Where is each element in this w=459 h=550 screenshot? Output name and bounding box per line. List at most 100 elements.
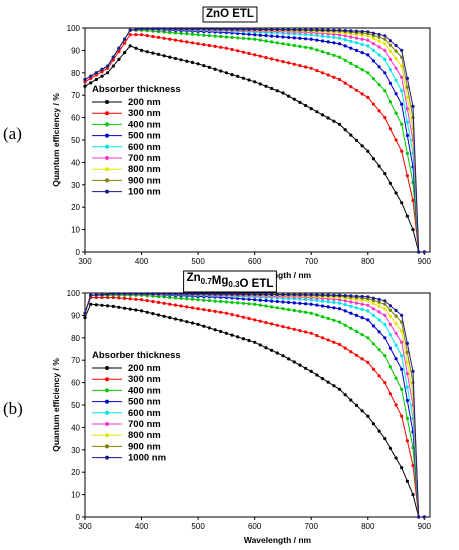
- series-marker: [185, 320, 189, 324]
- series-marker: [247, 78, 251, 82]
- series-marker: [241, 27, 245, 31]
- series-marker: [123, 306, 127, 310]
- y-tick-label: 10: [71, 491, 80, 500]
- series-marker: [304, 293, 308, 297]
- series-marker: [207, 27, 211, 31]
- series-marker: [349, 39, 353, 43]
- series-marker: [275, 58, 279, 62]
- series-marker: [179, 292, 183, 296]
- series-marker: [411, 369, 415, 373]
- series-marker: [383, 302, 387, 306]
- legend-marker: [105, 144, 109, 149]
- plot-frame: [84, 27, 431, 253]
- series-marker: [371, 42, 375, 46]
- series-marker: [134, 28, 138, 32]
- series-marker: [117, 296, 121, 300]
- series-marker: [253, 27, 257, 31]
- series-marker: [179, 27, 183, 31]
- series-marker: [343, 393, 347, 397]
- series-marker: [253, 298, 257, 302]
- series-marker: [366, 414, 370, 418]
- legend-marker: [105, 167, 109, 172]
- series-marker: [264, 346, 268, 350]
- series-marker: [360, 51, 364, 55]
- series-marker: [134, 33, 138, 37]
- series-marker: [315, 28, 319, 32]
- series-marker: [94, 295, 98, 300]
- series-marker: [196, 292, 200, 296]
- chart-title-box: [202, 6, 258, 23]
- series-marker: [100, 74, 104, 78]
- series-marker: [394, 343, 398, 347]
- series-marker: [332, 119, 336, 123]
- series-marker: [275, 34, 279, 39]
- series-marker: [145, 299, 149, 303]
- chart-title-subscript: 0.3: [228, 280, 240, 289]
- series-marker: [100, 70, 104, 74]
- y-tick-label: 70: [71, 91, 80, 100]
- series-marker: [411, 228, 415, 232]
- legend-label: 300 nm: [128, 108, 161, 119]
- series-marker: [377, 297, 381, 302]
- series-marker: [253, 302, 257, 306]
- series-marker: [100, 293, 104, 297]
- panel-a: (a) 300 400 500 600 700 800 900 0 10 20 30 40 50 60 70 8…: [3, 6, 432, 280]
- series-marker: [400, 89, 404, 93]
- series-marker: [383, 313, 387, 317]
- legend-marker: [105, 111, 109, 116]
- series-marker: [207, 308, 211, 313]
- series-marker: [309, 331, 313, 335]
- series-marker: [343, 29, 347, 33]
- series-marker: [224, 71, 228, 75]
- legend-label: 900 nm: [128, 175, 161, 186]
- series-marker: [151, 312, 155, 316]
- series-marker: [383, 116, 387, 120]
- series-marker: [304, 310, 308, 314]
- series-marker: [213, 44, 217, 49]
- series-marker: [309, 311, 313, 315]
- series-marker: [287, 94, 291, 98]
- series-marker: [366, 34, 370, 38]
- series-marker: [100, 67, 104, 71]
- series-marker: [405, 398, 409, 403]
- series-marker: [315, 48, 319, 52]
- series-marker: [388, 365, 392, 369]
- y-axis-label: Quantum efficiency / %: [51, 358, 61, 452]
- series-marker: [287, 357, 291, 361]
- series-marker: [156, 27, 161, 31]
- series-marker: [411, 463, 415, 468]
- legend-label: 600 nm: [128, 142, 161, 153]
- series-marker: [377, 318, 381, 322]
- series-marker: [360, 409, 364, 413]
- y-tick-label: 20: [71, 468, 80, 477]
- series-marker: [343, 303, 347, 307]
- series-marker: [366, 30, 370, 34]
- series-marker: [270, 86, 274, 91]
- series-marker: [236, 301, 240, 305]
- series-marker: [168, 292, 172, 296]
- series-marker: [394, 138, 398, 142]
- series-marker: [270, 292, 274, 297]
- series-marker: [349, 85, 353, 89]
- series-marker: [315, 293, 319, 297]
- series-marker: [162, 314, 166, 318]
- series-marker: [207, 326, 211, 330]
- series-marker: [371, 298, 375, 303]
- series-marker: [298, 64, 302, 68]
- series-marker: [281, 91, 285, 95]
- legend-marker: [105, 433, 109, 438]
- series-marker: [320, 299, 325, 303]
- series-marker: [366, 149, 370, 153]
- chart-title: Zn0.7Mg0.3O ETL: [187, 272, 274, 290]
- series-marker: [258, 27, 262, 31]
- series-marker: [190, 297, 195, 301]
- series-marker: [394, 78, 398, 82]
- series-marker: [320, 336, 325, 340]
- series-marker: [173, 27, 178, 31]
- series-marker: [388, 346, 392, 350]
- series-marker: [366, 44, 370, 48]
- series-marker: [275, 306, 279, 310]
- series-marker: [332, 75, 336, 79]
- series-marker: [343, 323, 347, 327]
